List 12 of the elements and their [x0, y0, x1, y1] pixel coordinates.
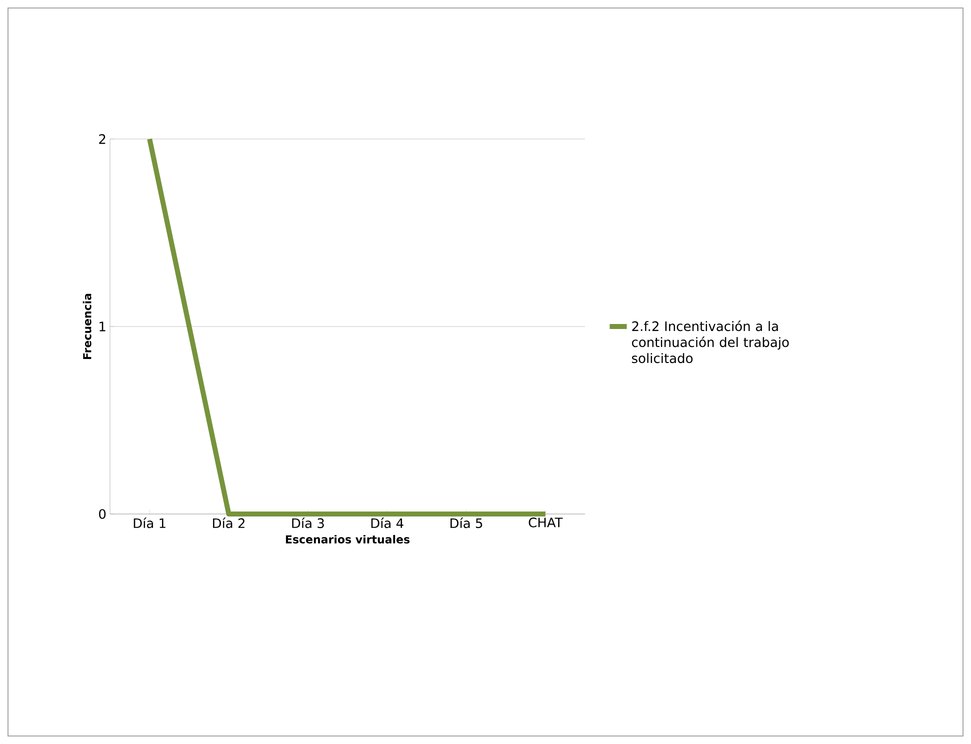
x-tick-label: Día 1 — [134, 518, 166, 528]
legend-label: 2.f.2 Incentivación a la continuación del trabajo solicitado — [632, 320, 789, 364]
x-tick-label: CHAT — [528, 518, 563, 528]
y-tick-label: 0 — [99, 509, 106, 519]
y-axis-title: Frecuencia — [82, 294, 92, 360]
x-tick-label: Día 3 — [292, 518, 324, 528]
x-tick-label: Día 4 — [371, 518, 404, 528]
x-tick-label: Día 2 — [213, 518, 244, 528]
y-tick-label: 1 — [100, 322, 106, 332]
y-tick-label: 2 — [99, 134, 106, 144]
x-axis-title: Escenarios virtuales — [286, 534, 410, 544]
x-tick-label: Día 5 — [450, 518, 482, 528]
